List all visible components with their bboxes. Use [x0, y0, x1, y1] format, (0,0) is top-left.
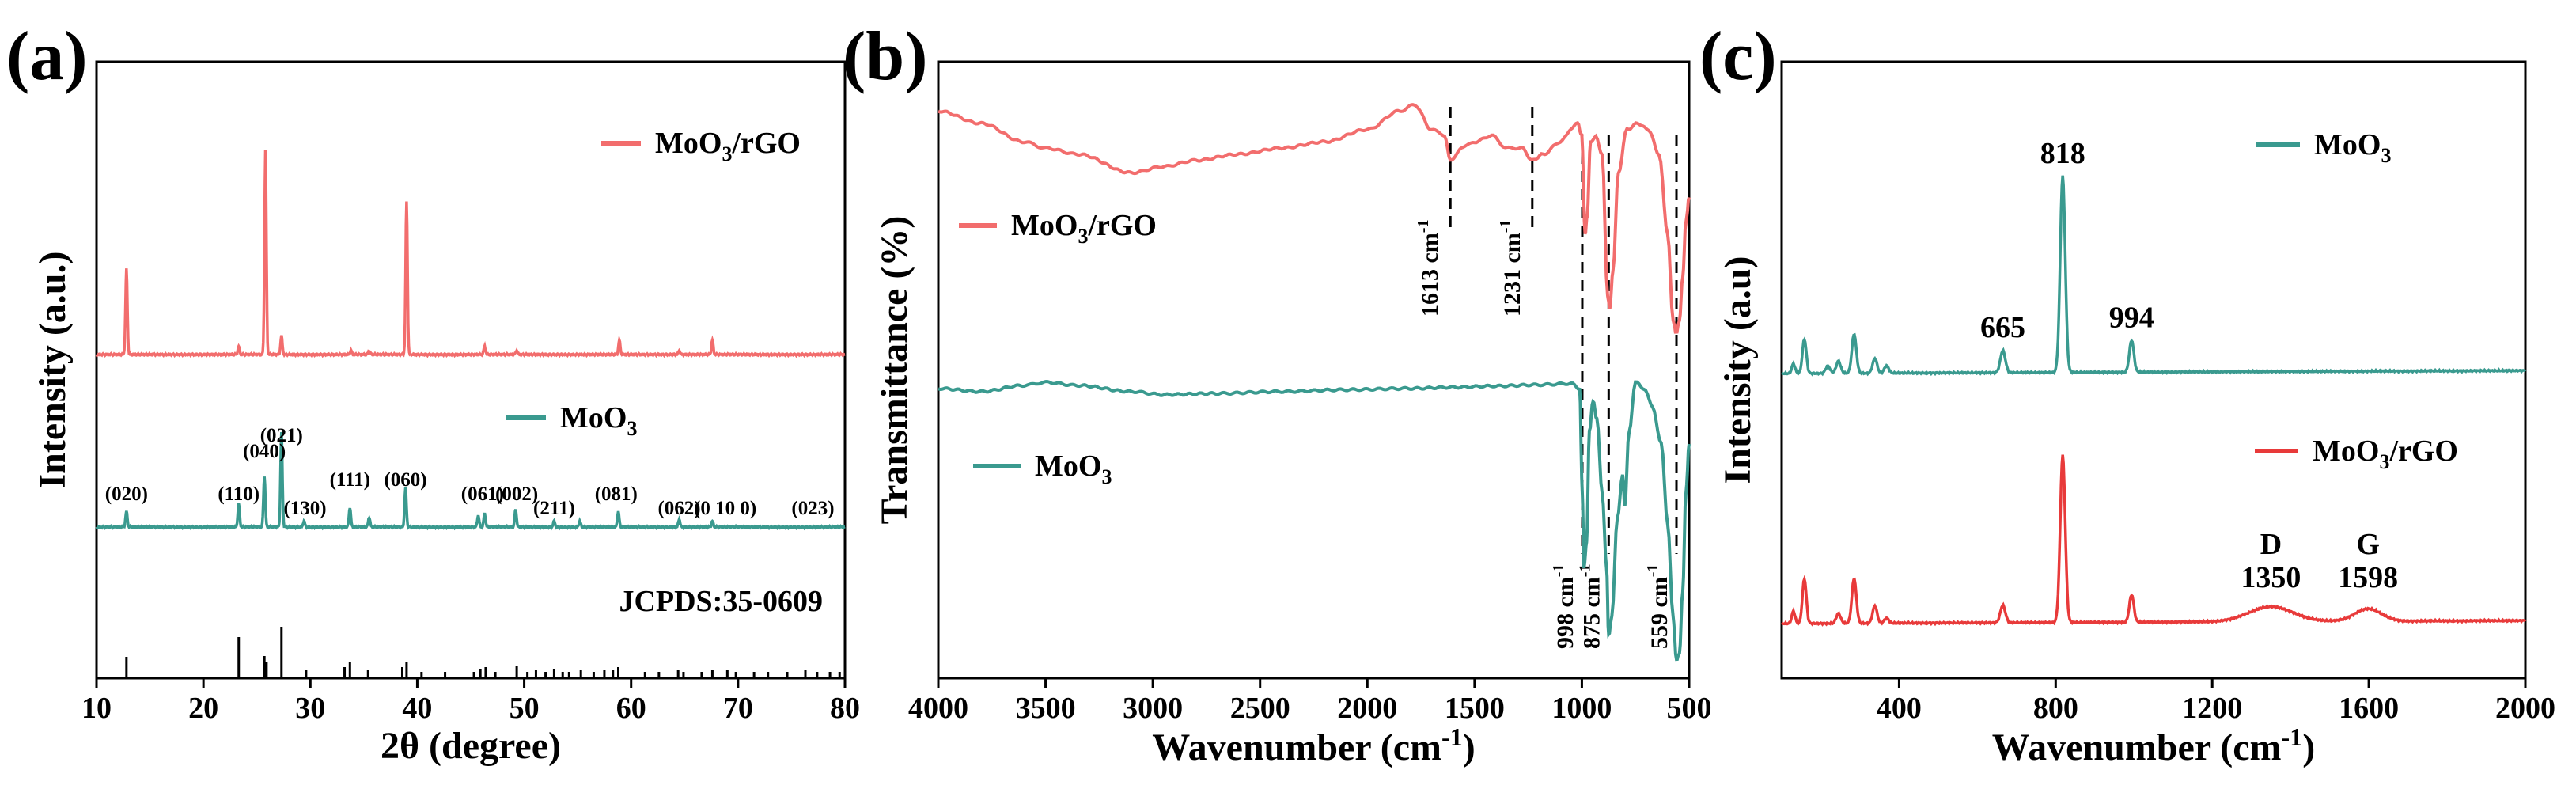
panel-b-ftir: (b) 4000 3500 3000 2500 2000 1500 1000 500 1613… — [843, 18, 1712, 768]
panel-a-hkl-label: (002) — [495, 484, 538, 505]
panel-b-x-tick-label: 1500 — [1445, 692, 1505, 725]
panel-c-x-tick-label: 400 — [1877, 692, 1922, 725]
panel-c-series-line-MoO3 — [1780, 175, 2527, 377]
panel-a-reference-lines — [125, 627, 841, 678]
panel-a-axes-box — [95, 60, 847, 680]
panel-b-x-tick-label: 2500 — [1230, 692, 1290, 725]
panel-b-x-tick-label: 2000 — [1337, 692, 1397, 725]
panel-c-x-axis-title: Wavenumber (cm-1) — [1992, 723, 2315, 768]
panel-b-marker-label: 875 cm-1 — [1576, 564, 1604, 649]
panel-c-x-tick-label: 1200 — [2182, 692, 2242, 725]
panel-b-axes-box — [937, 60, 1691, 680]
panel-b-series-line-MoO3-rGO — [938, 103, 1691, 334]
panel-c-x-tick-label: 1600 — [2339, 692, 2399, 725]
panel-c-y-axis-title: Intensity (a.u) — [1717, 256, 1759, 484]
panel-a-x-tick-label: 50 — [510, 692, 540, 725]
panel-b-series-line-MoO3 — [938, 379, 1691, 662]
panel-b-marker-label: 559 cm-1 — [1644, 564, 1673, 649]
panel-c-x-tick-label: 800 — [2033, 692, 2078, 725]
panel-b-x-tick-label: 500 — [1667, 692, 1712, 725]
panel-b-frame: 4000 3500 3000 2500 2000 1500 1000 500 — [908, 60, 1712, 725]
panel-c-legend: MoO3 MoO3/rGO — [2255, 128, 2458, 473]
panel-a-y-axis-title: Intensity (a.u.) — [32, 251, 74, 488]
panel-a-hkl-label: (130) — [283, 498, 326, 519]
panel-b-letter: (b) — [843, 18, 928, 95]
panel-a-x-tick-label: 10 — [81, 692, 112, 725]
panel-b-marker-label: 998 cm-1 — [1550, 564, 1578, 649]
panel-a-series — [95, 150, 846, 531]
panel-a-series-line-MoO3 — [95, 431, 846, 531]
panel-c-letter: (c) — [1699, 18, 1777, 95]
panel-c-legend-label: MoO3 — [2314, 128, 2391, 167]
panel-c-peak-label: G — [2356, 528, 2380, 561]
panel-a-hkl-label: (040) — [243, 441, 286, 462]
panel-b-marker-label: 1613 cm-1 — [1415, 220, 1443, 317]
panel-a-hkl-label: (060) — [384, 469, 426, 491]
panel-c-series-line-MoO3-rGO — [1780, 454, 2527, 627]
panel-a-hkl-label: (211) — [533, 498, 575, 519]
panel-b-x-axis-title: Wavenumber (cm-1) — [1152, 723, 1475, 768]
panel-b-legend: MoO3/rGO MoO3 — [959, 209, 1157, 488]
panel-b-marker-label: 1231 cm-1 — [1497, 220, 1525, 317]
panel-a-hkl-label: (081) — [595, 484, 638, 505]
panel-c-peak-label: 665 — [1980, 311, 2025, 344]
panel-a-hkl-label: (062) — [657, 498, 700, 519]
panel-a-series-line-MoO3-rGO — [95, 150, 846, 358]
panel-a-hkl-label: (111) — [330, 469, 370, 491]
panel-b-y-axis-title: Transmittance (%) — [873, 216, 915, 525]
panel-c-peak-label: 1350 — [2241, 561, 2301, 594]
panel-a-letter: (a) — [6, 18, 88, 95]
panel-a-frame: 10 20 30 40 50 60 70 80 — [81, 60, 860, 725]
panel-a-legend-label: MoO3 — [560, 401, 637, 440]
panel-a-x-tick-label: 30 — [295, 692, 325, 725]
panel-c-frame: 400 800 1200 1600 2000 — [1780, 60, 2555, 725]
panel-b-x-tick-label: 1000 — [1551, 692, 1612, 725]
panel-b-x-tick-label: 3500 — [1016, 692, 1076, 725]
panel-a-x-tick-label: 20 — [188, 692, 218, 725]
panel-b-x-tick-label: 4000 — [908, 692, 968, 725]
panel-c-peak-label: D — [2260, 528, 2282, 561]
panel-a-xrd: (a) 10 20 30 40 50 60 70 80 (020) (110) (040)(021… — [6, 18, 860, 767]
panel-a-x-tick-label: 80 — [830, 692, 860, 725]
panel-c-x-tick-label: 2000 — [2495, 692, 2555, 725]
panel-a-x-axis-title: 2θ (degree) — [381, 725, 561, 767]
panel-a-x-tick-label: 60 — [616, 692, 646, 725]
panel-b-series — [938, 103, 1691, 662]
panel-a-hkl-label: (0 10 0) — [694, 498, 756, 519]
panel-a-hkl-labels: (020) (110) (040)(021) (130)(111) (060) (061)… — [105, 425, 835, 519]
panel-a-x-tick-label: 70 — [723, 692, 753, 725]
panel-c-series — [1780, 175, 2527, 627]
panel-a-hkl-label: (061) — [461, 484, 504, 505]
panel-a-reference-label: JCPDS:35-0609 — [619, 585, 823, 618]
panel-a-hkl-label: (020) — [105, 484, 148, 505]
panel-c-peak-label: 1598 — [2338, 561, 2398, 594]
panel-b-legend-label: MoO3 — [1035, 450, 1112, 488]
panel-a-legend: MoO3/rGO MoO3 — [506, 127, 801, 440]
panel-a-x-tick-label: 40 — [402, 692, 432, 725]
panel-c-legend-label: MoO3/rGO — [2313, 434, 2458, 473]
panel-b-x-tick-label: 3000 — [1123, 692, 1183, 725]
panel-b-legend-label: MoO3/rGO — [1011, 209, 1157, 248]
panel-c-peak-label: 818 — [2040, 137, 2085, 170]
panel-a-hkl-label: (110) — [218, 484, 259, 505]
panel-a-hkl-label: (021) — [260, 425, 303, 446]
panel-a-hkl-label: (023) — [791, 498, 834, 519]
panel-c-peak-label: 994 — [2109, 302, 2154, 335]
panel-a-legend-label: MoO3/rGO — [655, 127, 801, 165]
